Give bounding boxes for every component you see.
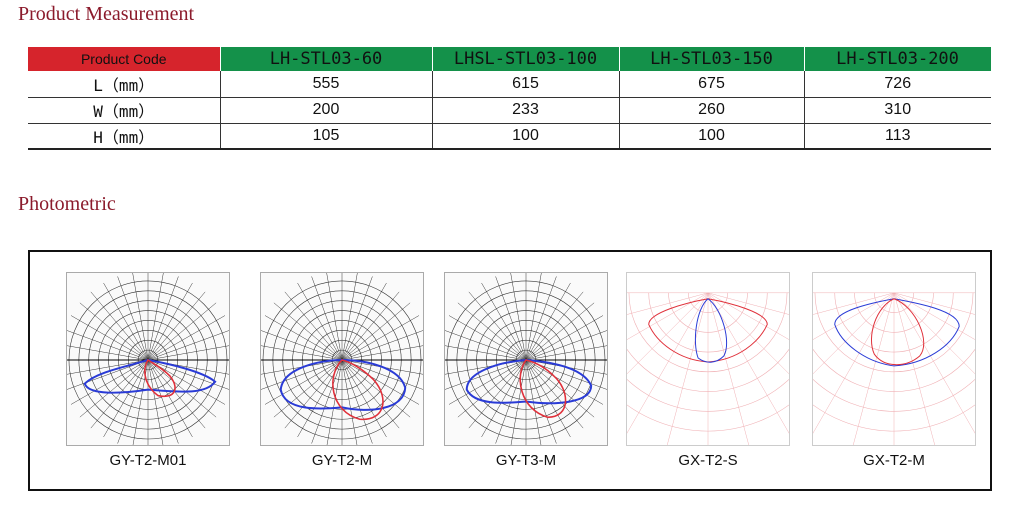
- polar-diagram-gy-t3-m: [444, 272, 608, 446]
- row-label: W（mm）: [28, 97, 221, 124]
- table-cell: 726: [804, 71, 991, 98]
- row-label: H（mm）: [28, 123, 221, 150]
- blue-curve: [694, 298, 728, 363]
- table-row: H（mm） 105 100 100 113: [28, 123, 991, 150]
- table-cell: 675: [619, 71, 805, 98]
- table-cell: 105: [220, 123, 433, 150]
- polar-grid: [261, 273, 423, 445]
- model-header: LH-STL03-150: [619, 47, 805, 71]
- table-cell: 233: [432, 97, 620, 124]
- polar-diagram-gy-t2-m: [260, 272, 424, 446]
- blue-curve: [83, 358, 217, 394]
- table-cell: 200: [220, 97, 433, 124]
- diagram-caption: GX-T2-S: [678, 452, 738, 469]
- product-code-header: Product Code: [28, 47, 221, 71]
- polar-grid: [445, 273, 607, 445]
- row-label: L（mm）: [28, 71, 221, 98]
- polar-diagram-gx-t2-s: [626, 272, 790, 446]
- table-cell: 100: [619, 123, 805, 150]
- table-cell: 113: [804, 123, 991, 150]
- photometric-panel: GY-T2-M01 GY-T2-M GY-T3-M GX-T2-S GX-: [28, 250, 992, 491]
- red-curve: [871, 298, 925, 366]
- measurement-table: Product Code LH-STL03-60 LHSL-STL03-100 …: [28, 47, 992, 150]
- blue-curve: [834, 298, 960, 367]
- table-cell: 260: [619, 97, 805, 124]
- polar-grid: [67, 273, 229, 445]
- table-cell: 310: [804, 97, 991, 124]
- table-cell: 100: [432, 123, 620, 150]
- polar-grid: [627, 292, 789, 445]
- table-cell: 555: [220, 71, 433, 98]
- red-curve: [519, 359, 567, 419]
- polar-diagram-gy-t2-m01: [66, 272, 230, 446]
- model-header: LH-STL03-60: [220, 47, 433, 71]
- table-row: W（mm） 200 233 260 310: [28, 97, 991, 124]
- diagram-caption: GY-T3-M: [495, 452, 557, 469]
- red-curve: [144, 358, 176, 398]
- table-cell: 615: [432, 71, 620, 98]
- diagram-caption: GY-T2-M01: [109, 452, 187, 469]
- model-header: LHSL-STL03-100: [432, 47, 620, 71]
- photometric-title: Photometric: [18, 193, 116, 215]
- diagram-caption: GX-T2-M: [863, 452, 925, 469]
- model-header: LH-STL03-200: [804, 47, 992, 71]
- table-row: L（mm） 555 615 675 726: [28, 71, 991, 98]
- diagram-caption: GY-T2-M: [311, 452, 373, 469]
- product-measurement-title: Product Measurement: [18, 3, 195, 25]
- polar-diagram-gx-t2-m: [812, 272, 976, 446]
- red-curve: [332, 359, 384, 421]
- polar-grid: [813, 292, 975, 445]
